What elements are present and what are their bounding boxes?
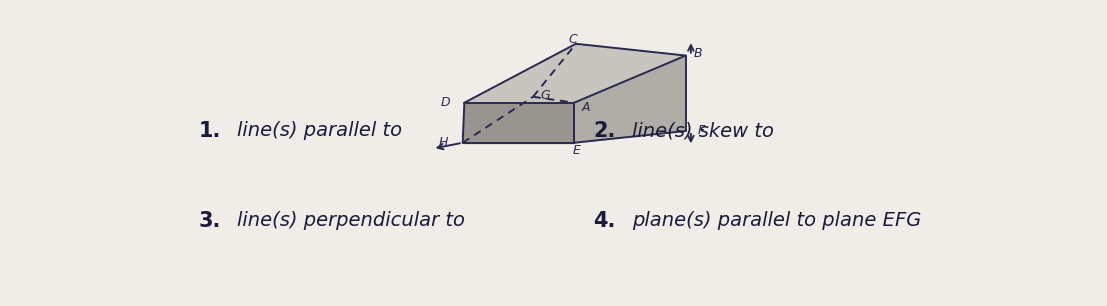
Polygon shape: [463, 103, 575, 143]
Text: E: E: [572, 144, 581, 157]
Polygon shape: [575, 56, 685, 143]
Text: line(s) perpendicular to: line(s) perpendicular to: [237, 211, 472, 230]
Polygon shape: [465, 44, 685, 103]
Text: A: A: [582, 101, 590, 114]
Text: B: B: [693, 47, 702, 60]
Text: C: C: [568, 33, 577, 46]
Text: 4.: 4.: [593, 211, 615, 230]
Text: line(s) skew to: line(s) skew to: [632, 121, 779, 140]
Text: plane(s) parallel to plane EFG: plane(s) parallel to plane EFG: [632, 211, 921, 230]
Text: 3.: 3.: [198, 211, 220, 230]
Text: H: H: [439, 136, 448, 149]
Text: D: D: [441, 96, 451, 109]
Text: G: G: [540, 89, 550, 102]
Text: line(s) parallel to: line(s) parallel to: [237, 121, 408, 140]
Text: F: F: [697, 125, 705, 137]
Text: 1.: 1.: [198, 121, 220, 141]
Text: 2.: 2.: [593, 121, 615, 141]
